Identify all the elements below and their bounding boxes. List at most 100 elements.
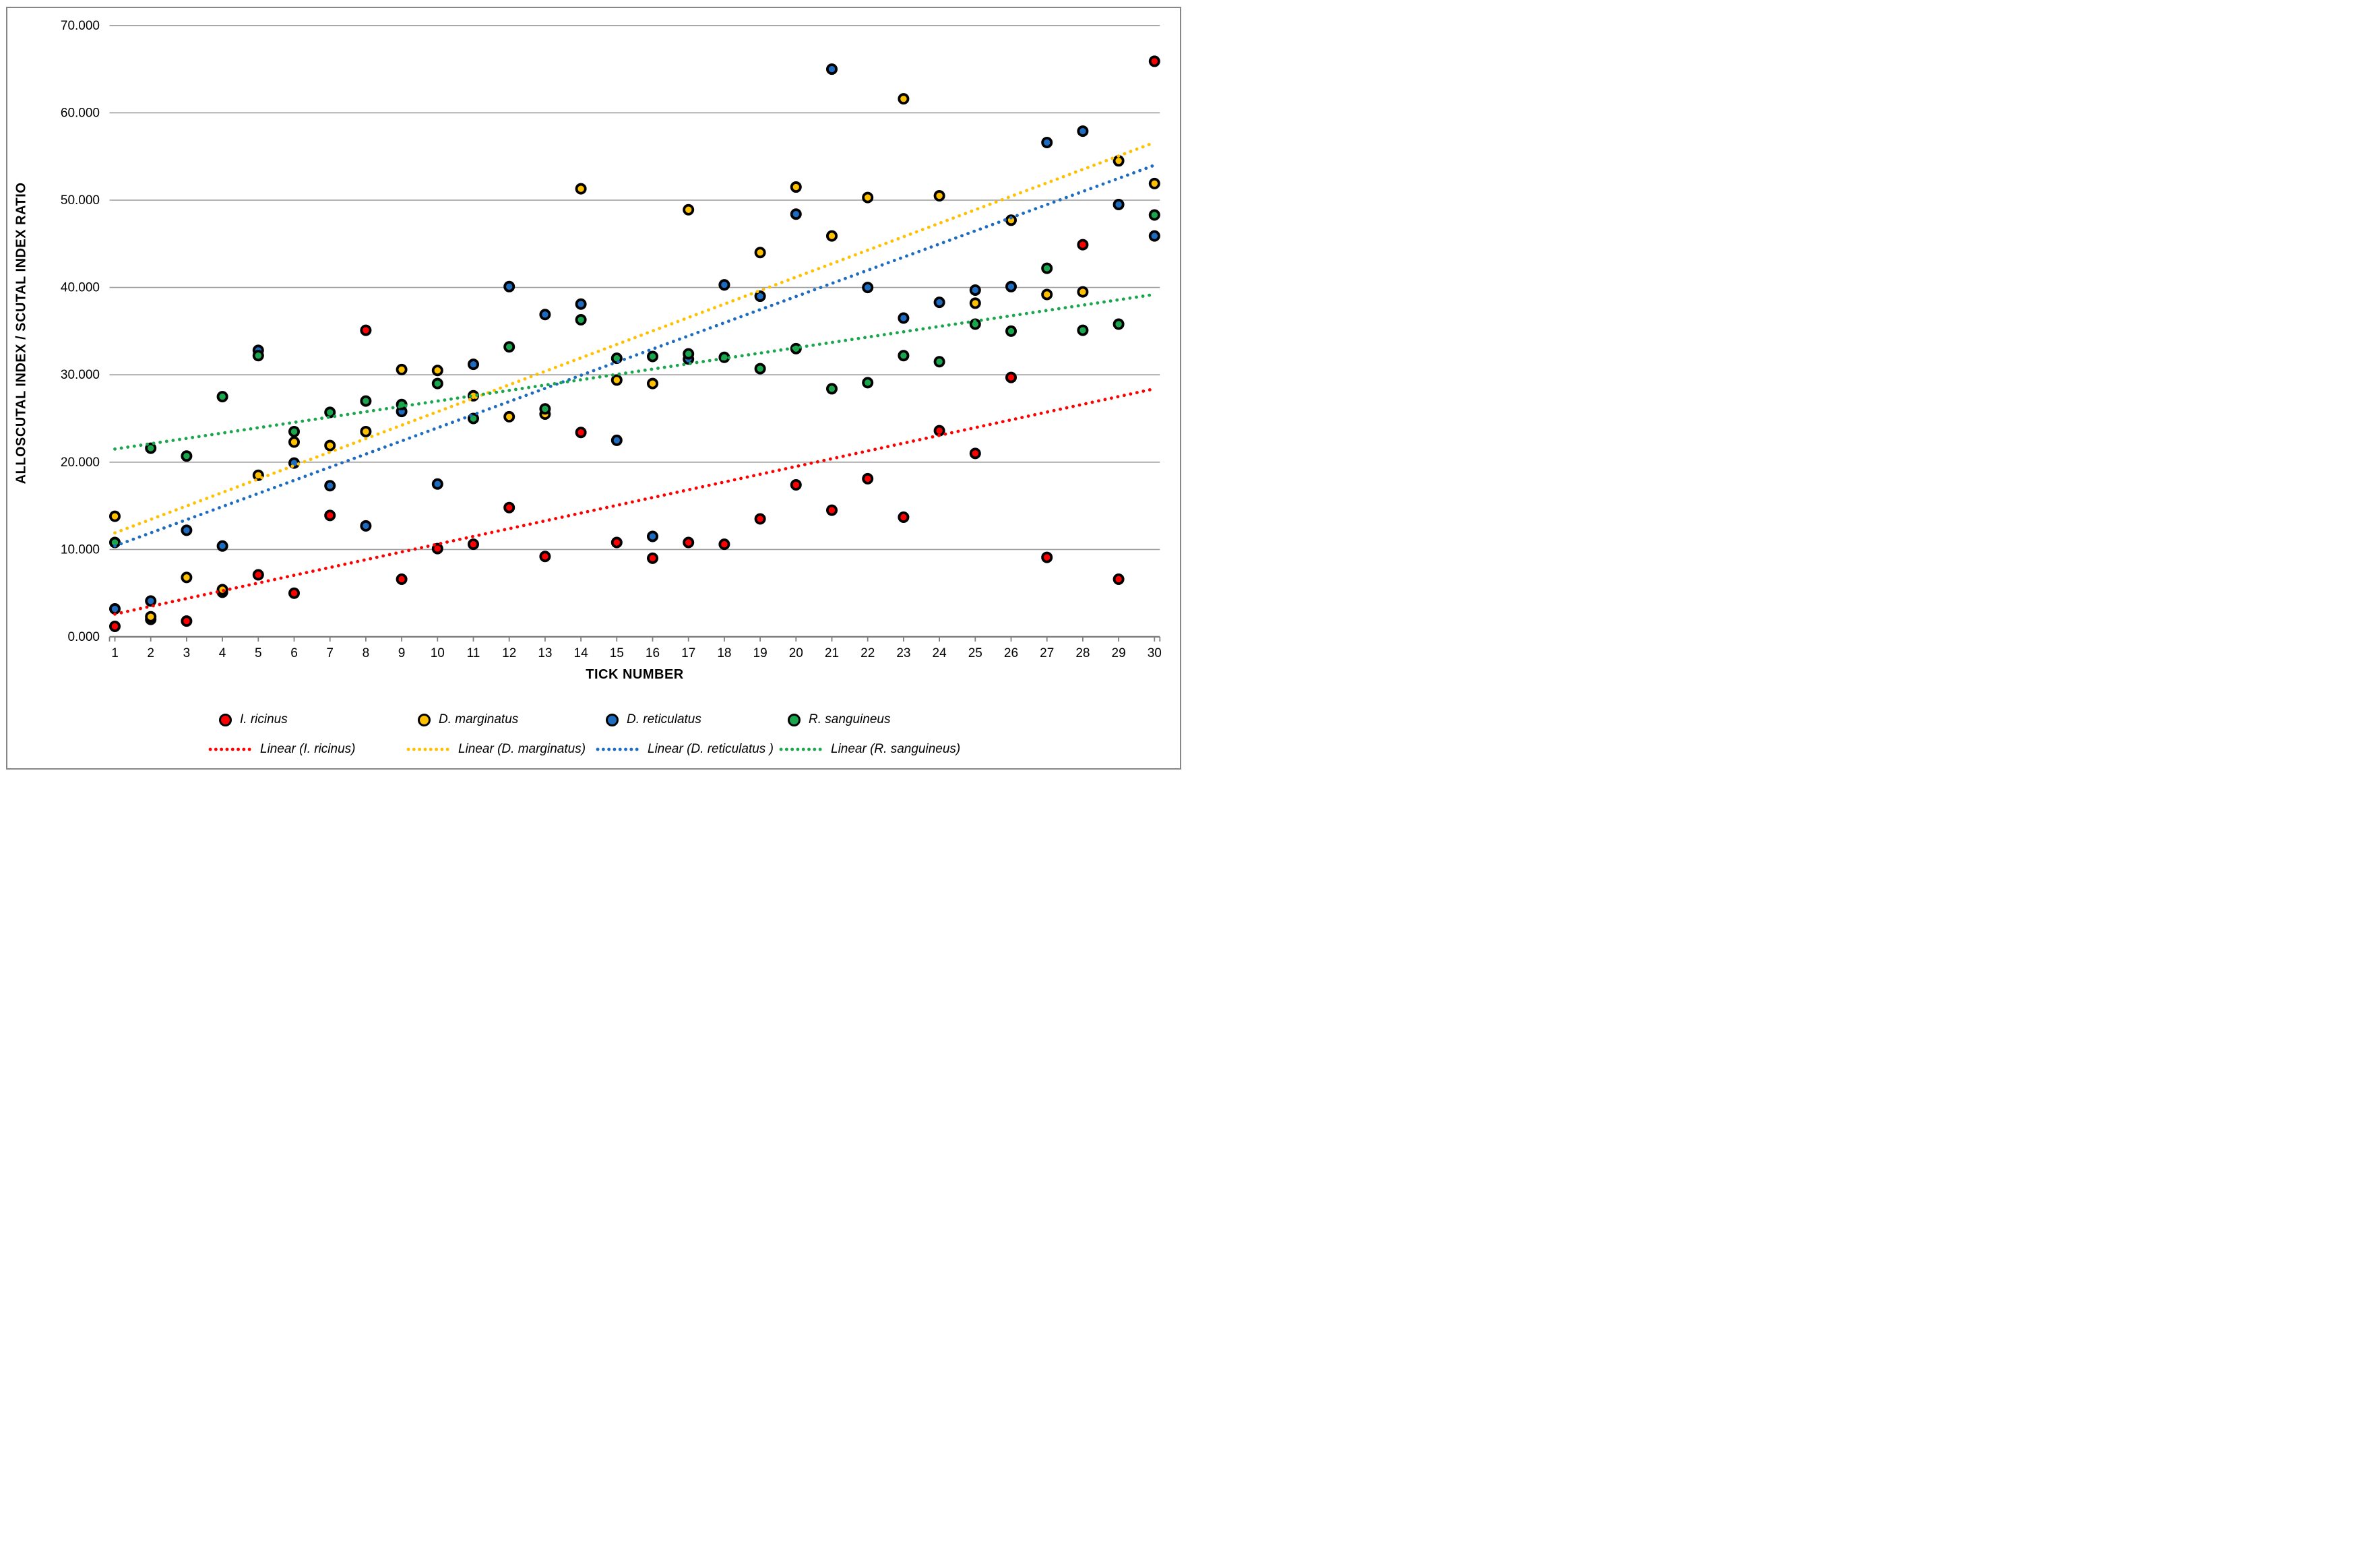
data-point-d-reticulatus [933, 297, 945, 309]
data-point-r-sanguineus [324, 406, 336, 418]
data-point-d-reticulatus [216, 540, 228, 552]
data-point-r-sanguineus [539, 403, 551, 415]
data-point-i-ricinus [252, 569, 264, 581]
data-point-d-marginatus [610, 374, 623, 386]
x-tick-label: 19 [753, 646, 768, 660]
x-tick-label: 16 [646, 646, 660, 660]
data-point-d-marginatus [1113, 155, 1125, 167]
data-point-i-ricinus [969, 447, 981, 460]
data-point-d-marginatus [431, 365, 443, 377]
x-tick-label: 15 [610, 646, 624, 660]
data-point-r-sanguineus [431, 377, 443, 390]
data-point-d-marginatus [1041, 288, 1053, 301]
x-tick-label: 8 [363, 646, 370, 660]
data-point-r-sanguineus [683, 348, 695, 360]
data-point-i-ricinus [288, 587, 300, 599]
data-point-d-reticulatus [1148, 230, 1160, 242]
data-point-i-ricinus [862, 472, 874, 485]
x-tick-label: 23 [896, 646, 910, 660]
data-point-r-sanguineus [1041, 262, 1053, 274]
data-point-d-reticulatus [360, 520, 372, 532]
x-tick-label: 1 [111, 646, 119, 660]
data-point-d-reticulatus [145, 595, 157, 607]
x-tick-label: 20 [789, 646, 803, 660]
data-point-d-marginatus [647, 377, 659, 390]
data-point-d-reticulatus [468, 359, 480, 371]
x-tick-label: 14 [574, 646, 589, 660]
x-tick-label: 26 [1004, 646, 1018, 660]
data-point-d-marginatus [933, 190, 945, 202]
data-point-d-marginatus [396, 363, 408, 375]
data-point-d-marginatus [790, 181, 802, 193]
data-point-d-marginatus [575, 183, 587, 195]
x-tick-label: 3 [183, 646, 191, 660]
data-point-d-marginatus [898, 93, 910, 105]
y-tick-label: 0.000 [67, 630, 100, 644]
x-tick-label: 25 [968, 646, 982, 660]
data-point-d-marginatus [288, 436, 300, 448]
data-point-r-sanguineus [1113, 318, 1125, 330]
data-point-i-ricinus [360, 324, 372, 336]
data-point-d-reticulatus [1077, 125, 1089, 137]
data-point-d-reticulatus [647, 530, 659, 542]
data-point-d-reticulatus [1005, 280, 1017, 292]
data-point-r-sanguineus [647, 350, 659, 363]
data-point-r-sanguineus [1077, 324, 1089, 336]
data-point-d-marginatus [754, 247, 766, 259]
data-point-i-ricinus [826, 504, 838, 516]
x-tick-label: 24 [933, 646, 947, 660]
y-tick-label: 70.000 [61, 19, 100, 33]
x-tick-label: 29 [1112, 646, 1126, 660]
data-point-r-sanguineus [360, 395, 372, 407]
y-axis-title: ALLOSCUTAL INDEX / SCUTAL INDEX RATIO [13, 182, 29, 485]
x-axis-title: TICK NUMBER [586, 667, 684, 682]
x-tick-label: 6 [290, 646, 298, 660]
data-point-r-sanguineus [754, 363, 766, 375]
x-tick-label: 17 [681, 646, 695, 660]
data-point-d-reticulatus [503, 280, 515, 292]
x-tick-label: 21 [825, 646, 839, 660]
y-tick-label: 10.000 [61, 542, 100, 557]
data-point-d-reticulatus [718, 279, 730, 291]
data-point-i-ricinus [1148, 55, 1160, 67]
x-tick-label: 10 [431, 646, 445, 660]
scatter-chart: 0.000 10.000 20.000 30.000 40.000 50.000 60.00… [0, 0, 1190, 779]
data-point-r-sanguineus [145, 442, 157, 454]
x-tick-label: 5 [255, 646, 262, 660]
y-tick-label: 30.000 [61, 368, 100, 382]
plot-area: 0.000 10.000 20.000 30.000 40.000 50.000 60.00… [61, 19, 1162, 660]
data-point-d-marginatus [826, 230, 838, 242]
x-tick-label: 9 [398, 646, 406, 660]
data-point-r-sanguineus [718, 351, 730, 363]
data-point-d-reticulatus [862, 282, 874, 294]
data-point-r-sanguineus [1148, 209, 1160, 221]
data-point-i-ricinus [1077, 239, 1089, 251]
data-point-d-reticulatus [181, 524, 193, 536]
data-point-d-marginatus [1148, 177, 1160, 189]
data-point-i-ricinus [396, 573, 408, 585]
data-point-r-sanguineus [252, 350, 264, 362]
data-point-d-marginatus [181, 571, 193, 584]
data-point-d-reticulatus [610, 434, 623, 446]
x-tick-label: 2 [147, 646, 154, 660]
data-point-d-reticulatus [575, 298, 587, 310]
data-point-d-reticulatus [826, 63, 838, 75]
data-point-i-ricinus [539, 551, 551, 563]
data-point-i-ricinus [575, 427, 587, 439]
data-point-d-marginatus [1005, 214, 1017, 226]
trendline-linear-d-reticulatus- [113, 163, 1156, 548]
data-point-i-ricinus [181, 615, 193, 627]
x-tick-label: 30 [1148, 646, 1162, 660]
data-point-i-ricinus [718, 538, 730, 551]
data-point-d-reticulatus [539, 309, 551, 321]
chart-border-frame [6, 7, 1181, 770]
y-tick-label: 50.000 [61, 193, 100, 208]
data-point-d-reticulatus [324, 480, 336, 492]
data-point-i-ricinus [431, 542, 443, 555]
data-point-d-marginatus [1077, 286, 1089, 298]
data-point-r-sanguineus [933, 356, 945, 368]
data-point-i-ricinus [610, 536, 623, 549]
data-point-r-sanguineus [898, 350, 910, 362]
data-point-d-reticulatus [898, 312, 910, 324]
data-point-d-marginatus [108, 510, 121, 522]
